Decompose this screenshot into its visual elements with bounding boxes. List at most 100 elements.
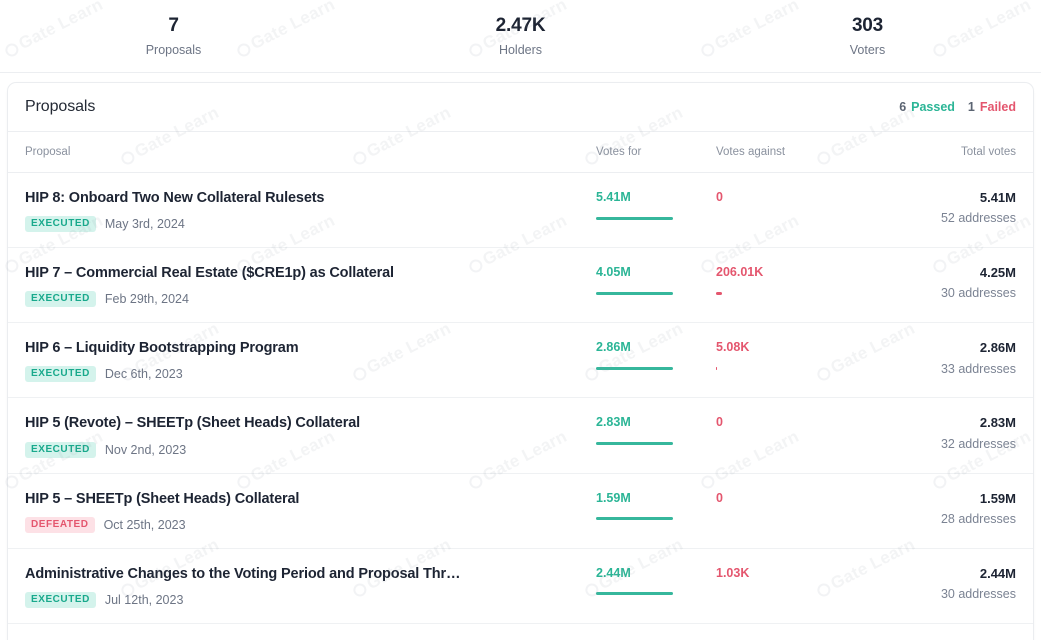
proposal-date: May 3rd, 2024 — [104, 217, 185, 232]
passed-label: Passed — [911, 100, 955, 114]
proposal-outcome-counts: 6 Passed 1 Failed — [899, 100, 1016, 114]
votes-for-value: 5.41M — [596, 190, 631, 204]
addresses-count: 33 addresses — [940, 361, 1016, 376]
proposal-cell: HIP 8: Onboard Two New Collateral Rulese… — [25, 189, 596, 233]
table-row[interactable]: HIP 8: Onboard Two New Collateral Rulese… — [8, 173, 1033, 249]
votes-for-cell: 2.83M — [596, 414, 716, 445]
votes-against-bar — [716, 217, 793, 220]
total-votes-cell: 1.59M 28 addresses — [896, 490, 1016, 527]
votes-for-cell: 4.05M — [596, 264, 716, 295]
votes-for-cell: 5.41M — [596, 189, 716, 220]
proposal-name[interactable]: HIP 5 (Revote) – SHEETp (Sheet Heads) Co… — [25, 415, 360, 432]
proposal-meta: EXECUTED May 3rd, 2024 — [25, 216, 596, 233]
stat-value: 7 — [168, 15, 179, 37]
status-badge: EXECUTED — [25, 291, 96, 308]
proposal-cell: HIP 5 (Revote) – SHEETp (Sheet Heads) Co… — [25, 414, 596, 458]
votes-against-cell: 0 — [716, 189, 896, 220]
proposal-date: Jul 12th, 2023 — [104, 592, 184, 607]
addresses-count: 28 addresses — [940, 511, 1016, 526]
proposal-meta: EXECUTED Nov 2nd, 2023 — [25, 441, 596, 458]
votes-for-bar — [596, 291, 673, 295]
votes-against-bar — [716, 442, 793, 445]
proposal-date: Nov 2nd, 2023 — [104, 442, 187, 457]
votes-for-value: 2.83M — [596, 415, 631, 430]
votes-against-bar — [716, 592, 793, 595]
proposal-name[interactable]: HIP 7 – Commercial Real Estate ($CRE1p) … — [25, 265, 394, 282]
votes-for-bar — [596, 441, 673, 445]
proposal-name[interactable]: Administrative Changes to the Voting Per… — [25, 565, 461, 582]
proposal-name[interactable]: HIP 5 – SHEETp (Sheet Heads) Collateral — [25, 490, 300, 507]
status-badge: EXECUTED — [25, 216, 96, 233]
total-votes-cell: 2.86M 33 addresses — [896, 339, 1016, 376]
stat-proposals: 7 Proposals — [0, 14, 347, 58]
proposal-name[interactable]: HIP 6 – Liquidity Bootstrapping Program — [25, 340, 299, 357]
total-votes-cell: 2.44M 30 addresses — [896, 565, 1016, 602]
votes-for-value: 2.86M — [596, 340, 631, 355]
proposals-card-header: Proposals 6 Passed 1 Failed — [8, 83, 1033, 132]
page-title: Proposals — [25, 98, 96, 115]
table-row[interactable]: HIP 6 – Liquidity Bootstrapping Program E… — [8, 323, 1033, 399]
votes-for-bar — [596, 366, 673, 370]
proposal-meta: DEFEATED Oct 25th, 2023 — [25, 516, 596, 533]
votes-against-value: 0 — [716, 490, 723, 505]
proposal-cell: HIP 7 – Commercial Real Estate ($CRE1p) … — [25, 264, 596, 308]
table-row[interactable]: Administrative Changes to the Voting Per… — [8, 549, 1033, 624]
proposal-date: Dec 6th, 2023 — [104, 367, 183, 382]
votes-for-cell: 2.44M — [596, 565, 716, 596]
votes-against-cell: 0 — [716, 414, 896, 445]
proposals-card: Proposals 6 Passed 1 Failed Proposal Vot… — [7, 82, 1034, 640]
proposal-meta: EXECUTED Dec 6th, 2023 — [25, 366, 596, 383]
status-badge: DEFEATED — [25, 516, 95, 533]
table-row[interactable]: HIP 5 (Revote) – SHEETp (Sheet Heads) Co… — [8, 398, 1033, 474]
votes-for-value: 2.44M — [596, 565, 631, 580]
total-votes-value: 4.25M — [979, 265, 1016, 281]
votes-for-cell: 1.59M — [596, 490, 716, 520]
proposal-name[interactable]: HIP 8: Onboard Two New Collateral Rulese… — [25, 190, 325, 206]
status-badge: EXECUTED — [25, 366, 96, 383]
votes-for-value: 1.59M — [596, 490, 631, 505]
failed-label: Failed — [979, 100, 1016, 114]
stat-voters: 303 Voters — [694, 14, 1041, 58]
votes-against-value: 0 — [716, 190, 723, 204]
column-header-votes-for: Votes for — [596, 146, 642, 158]
votes-for-value: 4.05M — [596, 265, 631, 280]
total-votes-value: 2.86M — [979, 340, 1016, 356]
votes-for-bar — [596, 216, 673, 220]
total-votes-cell: 4.25M 30 addresses — [896, 264, 1016, 301]
proposal-cell: Administrative Changes to the Voting Per… — [25, 565, 596, 608]
votes-against-value: 1.03K — [716, 565, 750, 580]
stat-label: Proposals — [145, 42, 202, 57]
status-badge: EXECUTED — [25, 591, 96, 608]
passed-count: 6 — [899, 100, 907, 114]
stat-holders: 2.47K Holders — [347, 14, 694, 58]
addresses-count: 32 addresses — [940, 436, 1016, 451]
stat-value: 2.47K — [495, 15, 546, 37]
votes-against-cell: 206.01K — [716, 264, 896, 295]
proposal-cell: HIP 6 – Liquidity Bootstrapping Program E… — [25, 339, 596, 383]
proposal-cell: HIP 5 – SHEETp (Sheet Heads) Collateral D… — [25, 490, 596, 533]
votes-for-bar — [596, 517, 673, 520]
table-row[interactable]: Inclusion of VWMBp as Collateral in the … — [8, 624, 1033, 640]
total-votes-cell: 2.83M 32 addresses — [896, 414, 1016, 451]
status-badge: EXECUTED — [25, 441, 96, 458]
proposal-date: Oct 25th, 2023 — [103, 517, 186, 532]
votes-against-cell: 5.08K — [716, 339, 896, 370]
stats-summary-bar: 7 Proposals 2.47K Holders 303 Voters — [0, 0, 1041, 73]
total-votes-value: 2.44M — [979, 565, 1016, 581]
table-row[interactable]: HIP 7 – Commercial Real Estate ($CRE1p) … — [8, 248, 1033, 324]
addresses-count: 52 addresses — [940, 211, 1016, 226]
votes-against-value: 0 — [716, 415, 723, 430]
proposal-meta: EXECUTED Jul 12th, 2023 — [25, 591, 596, 608]
votes-against-value: 206.01K — [716, 265, 764, 280]
table-column-headers: Proposal Votes for Votes against Total v… — [8, 132, 1033, 173]
column-header-total-votes: Total votes — [961, 146, 1016, 158]
failed-count: 1 — [967, 100, 975, 114]
table-row[interactable]: HIP 5 – SHEETp (Sheet Heads) Collateral D… — [8, 474, 1033, 549]
total-votes-cell: 5.41M 52 addresses — [896, 189, 1016, 226]
column-header-votes-against: Votes against — [716, 146, 786, 158]
votes-against-bar — [716, 291, 793, 295]
total-votes-value: 2.83M — [979, 415, 1016, 431]
stat-label: Holders — [498, 42, 543, 57]
proposal-date: Feb 29th, 2024 — [104, 292, 189, 307]
